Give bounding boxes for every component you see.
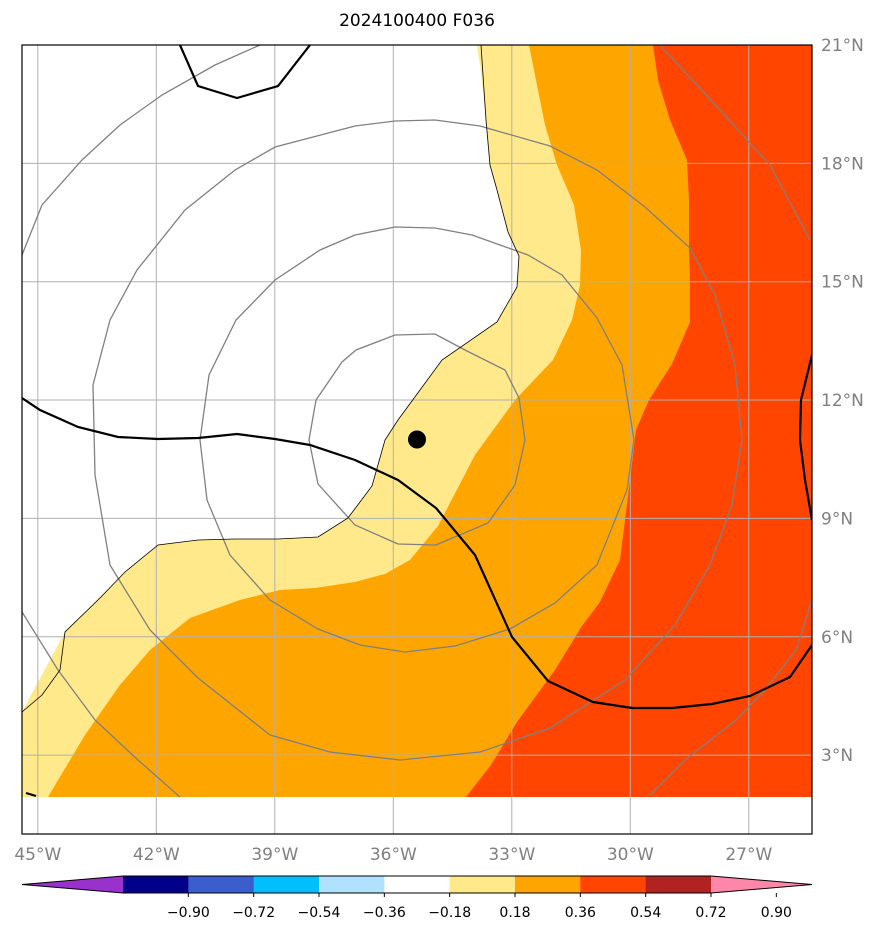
colorbar-extend-low	[22, 876, 123, 893]
lon-tick-label: 39°W	[251, 845, 298, 865]
range-ring-outer	[22, 45, 812, 798]
lon-tick-label: 45°W	[14, 845, 61, 865]
lon-tick-label: 30°W	[607, 845, 654, 865]
colorbar-extend-high	[711, 876, 812, 893]
colorbar-segment	[580, 876, 647, 893]
lon-tick-label: 42°W	[133, 845, 180, 865]
colorbar-tick-labels: −0.90 −0.72 −0.54 −0.36 −0.18 0.18 0.36 0.54 0.7…	[167, 893, 792, 921]
colorbar	[21, 875, 813, 894]
map-frame	[21, 44, 813, 835]
shaded-contour-fills	[22, 45, 812, 834]
lat-tick-label: 15°N	[821, 273, 864, 293]
map-gridlines	[22, 45, 812, 834]
colorbar-tick-label: 0.90	[761, 905, 792, 921]
colorbar-segment	[319, 876, 385, 893]
map-area	[22, 45, 812, 834]
contour-line-right	[798, 354, 812, 521]
no-data-strip	[22, 797, 812, 834]
colorbar-segment	[253, 876, 320, 893]
range-rings	[22, 45, 812, 798]
colorbar-tick-label: −0.72	[232, 905, 275, 921]
black-contours	[22, 45, 812, 798]
lon-tick-label: 33°W	[488, 845, 535, 865]
longitude-labels: 45°W 42°W 39°W 36°W 33°W 30°W 27°W	[14, 845, 772, 865]
lon-tick-label: 27°W	[725, 845, 772, 865]
colorbar-segment	[515, 876, 581, 893]
colorbar-segment	[123, 876, 189, 893]
colorbar-tick-label: −0.90	[167, 905, 210, 921]
lat-tick-label: 6°N	[821, 628, 853, 648]
thin-contour	[22, 45, 520, 713]
colorbar-tick-label: 0.36	[565, 905, 596, 921]
range-ring-second	[199, 226, 635, 653]
lat-tick-label: 21°N	[821, 36, 864, 56]
lat-tick-label: 18°N	[821, 154, 864, 174]
thin-contour-line	[22, 45, 520, 713]
range-ring-third	[92, 119, 743, 761]
colorbar-tick-label: −0.54	[298, 905, 341, 921]
contour-line-top	[178, 45, 311, 100]
contour-line-fragment	[25, 791, 37, 798]
colorbar-outline	[21, 875, 813, 894]
range-ring-inner	[308, 333, 526, 546]
chart-title: 2024100400 F036	[339, 11, 495, 31]
lon-tick-label: 36°W	[370, 845, 417, 865]
storm-center-marker	[408, 430, 426, 449]
lat-tick-label: 3°N	[821, 746, 853, 766]
colorbar-segment	[449, 876, 516, 893]
colorbar-tick-label: 0.72	[695, 905, 726, 921]
colorbar-segment	[188, 876, 255, 893]
colorbar-segment	[645, 876, 712, 893]
contour-line-main	[22, 397, 812, 710]
lat-tick-label: 9°N	[821, 509, 853, 529]
colorbar-tick-label: 0.54	[630, 905, 661, 921]
colorbar-tick-label: −0.36	[363, 905, 406, 921]
colorbar-tick-label: 0.18	[499, 905, 530, 921]
lat-tick-label: 12°N	[821, 391, 864, 411]
colorbar-segment	[384, 876, 451, 893]
fill-band-red-orange	[466, 45, 812, 797]
colorbar-tick-label: −0.18	[428, 905, 471, 921]
latitude-labels: 3°N 6°N 9°N 12°N 15°N 18°N 21°N	[821, 36, 864, 766]
